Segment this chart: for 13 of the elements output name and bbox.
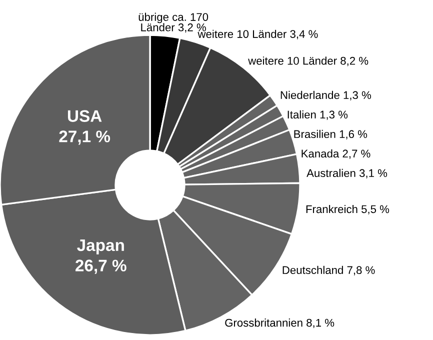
data-label: 27,1 % (59, 130, 110, 145)
slice-label: Brasilien 1,6 % (294, 130, 368, 140)
slice-label: Italien 1,3 % (288, 110, 348, 120)
slice-label: Kanada 2,7 % (302, 149, 370, 159)
slice-label: Japan (77, 239, 124, 254)
slice-label: Grossbritannien 8,1 % (225, 318, 334, 328)
data-label: 26,7 % (76, 260, 126, 274)
slice-label: Niederlande 1,3 % (280, 90, 372, 100)
slice-label: Frankreich 5,5 % (306, 204, 390, 214)
slice-label: USA (68, 110, 102, 122)
slice-label: weitere 10 Länder 8,2 % (248, 56, 368, 66)
slice-label: Australien 3,1 % (306, 168, 388, 178)
slice-label: Deutschland 7,8 % (282, 266, 375, 276)
